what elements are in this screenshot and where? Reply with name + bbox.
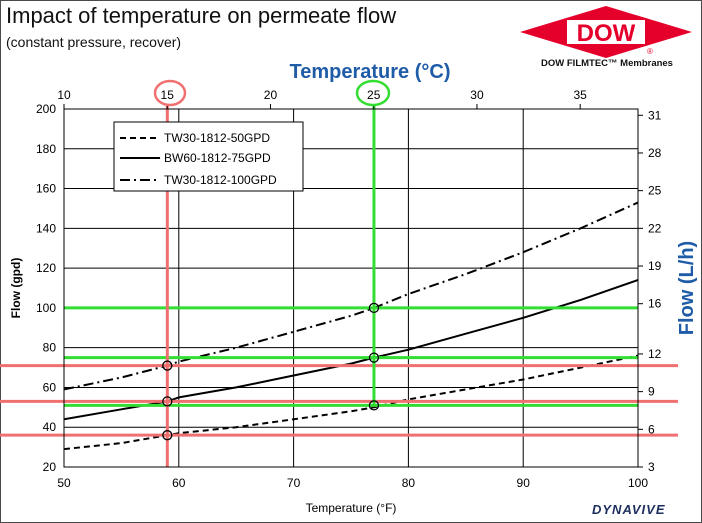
x2-tick-label: 25 (367, 88, 381, 102)
y2-tick-label: 12 (648, 347, 662, 361)
y-tick-label: 20 (43, 460, 57, 474)
chart-subtitle: (constant pressure, recover) (6, 34, 182, 50)
x2-tick-label: 10 (57, 88, 71, 102)
intersection-marker (162, 396, 173, 407)
y-tick-label: 60 (43, 380, 57, 394)
x2-tick-label: 20 (264, 88, 278, 102)
y-tick-label: 120 (36, 261, 56, 275)
y2-tick-label: 16 (648, 297, 662, 311)
legend-label-75gpd: BW60-1812-75GPD (164, 151, 271, 165)
y2-tick-label: 22 (648, 221, 662, 235)
intersection-marker (162, 430, 173, 441)
x-tick-label: 90 (517, 476, 531, 490)
x-tick-label: 60 (172, 476, 186, 490)
intersection-marker (368, 302, 380, 314)
x-tick-label: 70 (287, 476, 301, 490)
y-tick-label: 80 (43, 341, 57, 355)
y-tick-label: 160 (36, 182, 56, 196)
y2-tick-label: 3 (648, 460, 655, 474)
y-tick-label: 200 (36, 102, 56, 116)
intersection-marker (368, 400, 380, 411)
intersection-marker (162, 360, 173, 371)
y2-tick-label: 25 (648, 184, 662, 198)
y2-axis-label: Flow (L/h) (676, 241, 698, 335)
highlight-circle-15c (153, 79, 187, 107)
x-tick-label: 80 (402, 476, 416, 490)
legend: TW30-1812-50GPD BW60-1812-75GPD TW30-181… (113, 121, 304, 192)
y2-tick-label: 31 (648, 108, 662, 122)
x-tick-label: 50 (57, 476, 71, 490)
y-tick-label: 100 (36, 301, 56, 315)
y-tick-label: 40 (43, 420, 57, 434)
x2-tick-label: 30 (470, 88, 484, 102)
x2-tick-label: 35 (574, 88, 588, 102)
chart-title: Impact of temperature on permeate flow (6, 3, 397, 28)
series-line-1 (64, 279, 638, 421)
y2-tick-label: 6 (648, 422, 655, 436)
dynavive-watermark: DYNAVIVE (592, 502, 666, 517)
marker-layer (162, 302, 380, 441)
y-tick-label: 140 (36, 221, 56, 235)
y2-tick-label: 9 (648, 385, 655, 399)
series-layer (64, 201, 638, 451)
y-axis-label: Flow (gpd) (9, 258, 23, 319)
dow-logo-text: DOW (577, 20, 636, 47)
x2-tick-label: 15 (161, 88, 175, 102)
plot-area-border (63, 108, 639, 468)
x-axis-label: Temperature (°F) (306, 501, 397, 515)
tick-layer: 50 60 70 80 90 100204060801001201401601802001… (36, 88, 662, 490)
highlight-circle-25c (355, 79, 391, 107)
intersection-marker (368, 352, 380, 363)
dow-logo-text-box (567, 20, 645, 44)
dow-logo: DOW ® (520, 6, 692, 58)
y2-tick-label: 28 (648, 146, 662, 160)
legend-label-100gpd: TW30-1812-100GPD (164, 173, 277, 187)
x-tick-label: 100 (628, 476, 648, 490)
dow-filmtec-caption: DOW FILMTEC™ Membranes (541, 58, 673, 69)
dow-logo-registered: ® (647, 47, 653, 56)
x2-axis-label: Temperature (°C) (290, 61, 451, 83)
y2-tick-label: 19 (648, 259, 662, 273)
y-tick-label: 180 (36, 142, 56, 156)
series-line-2 (64, 201, 638, 391)
legend-label-50gpd: TW30-1812-50GPD (164, 131, 270, 145)
